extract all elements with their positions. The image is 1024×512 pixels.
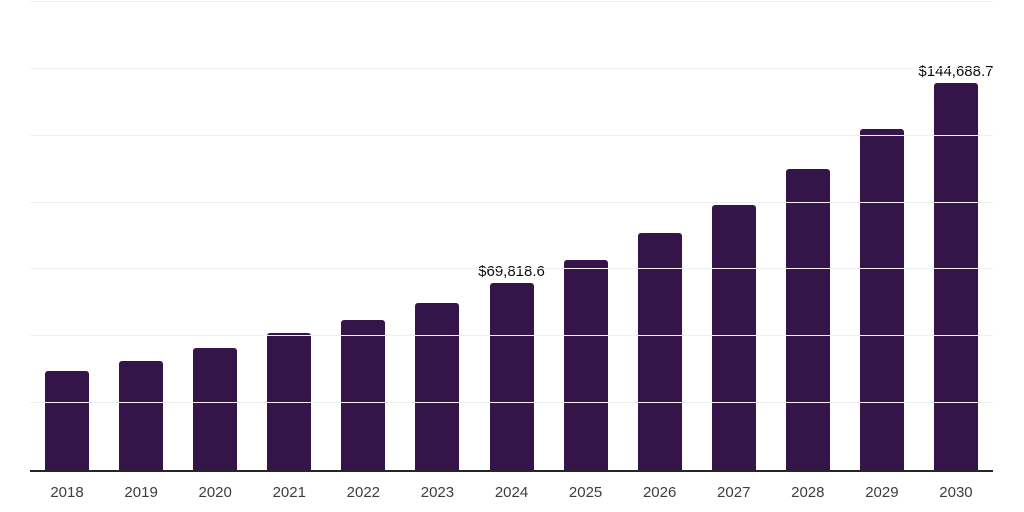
x-axis-labels: 2018 2019 2020 2021 2022 2023 2024 2025 2026 2027…: [30, 484, 993, 502]
x-tick-label-2018: 2018: [50, 484, 84, 501]
x-tick-label-2030: 2030: [939, 484, 973, 501]
bar-slot-2024: $69,818.6: [474, 2, 548, 470]
bar-2026: [637, 233, 682, 470]
bar-slot-2018: [30, 2, 104, 470]
bar-slot-2026: [623, 2, 697, 470]
bar-2029: [859, 129, 904, 470]
bar-2021: [267, 332, 312, 470]
data-label-2030: $144,688.7: [918, 63, 994, 81]
bar-slot-2022: [326, 2, 400, 470]
x-tick-label-2029: 2029: [865, 484, 899, 501]
bar-slot-2023: [400, 2, 474, 470]
bar-slot-2029: [845, 2, 919, 470]
bar-slot-2027: [697, 2, 771, 470]
bar-2024: [489, 283, 534, 470]
x-tick-label-2021: 2021: [272, 484, 306, 501]
x-tick-label-2028: 2028: [791, 484, 825, 501]
x-tick-label-2025: 2025: [568, 484, 603, 501]
x-tick-label-2022: 2022: [346, 484, 381, 501]
x-tick-label-2020: 2020: [198, 484, 232, 501]
bar-2022: [341, 319, 386, 470]
gridline-75000: [30, 268, 993, 270]
plot-area: $69,818.6 $144,688.7: [30, 1, 994, 472]
bar-2023: [415, 302, 460, 470]
gridline-100000: [30, 201, 993, 203]
x-tick-label-2026: 2026: [642, 484, 677, 501]
data-label-2024: $69,818.6: [478, 263, 545, 281]
x-tick-label-2023: 2023: [420, 484, 455, 501]
gridline-150000: [30, 67, 993, 69]
gridline-175000: [30, 1, 993, 2]
bar-2027: [711, 204, 756, 470]
bar-2018: [45, 370, 90, 470]
gridline-25000: [30, 402, 993, 404]
x-tick-label-2027: 2027: [717, 484, 751, 501]
bar-2030: [933, 83, 978, 470]
bar-2020: [193, 347, 238, 470]
bar-2025: [563, 260, 608, 470]
bar-2028: [785, 169, 830, 470]
gridline-125000: [30, 134, 993, 136]
bar-slot-2019: [104, 2, 178, 470]
bars-container: $69,818.6 $144,688.7: [30, 2, 994, 470]
bar-slot-2021: [252, 2, 326, 470]
bar-slot-2025: [549, 2, 623, 470]
x-tick-label-2019: 2019: [124, 484, 158, 501]
bar-2019: [119, 360, 164, 470]
bar-slot-2020: [178, 2, 252, 470]
x-tick-label-2024: 2024: [494, 484, 529, 501]
gridline-50000: [30, 335, 993, 337]
bar-slot-2028: [771, 2, 845, 470]
bar-slot-2030: $144,688.7: [918, 2, 994, 470]
